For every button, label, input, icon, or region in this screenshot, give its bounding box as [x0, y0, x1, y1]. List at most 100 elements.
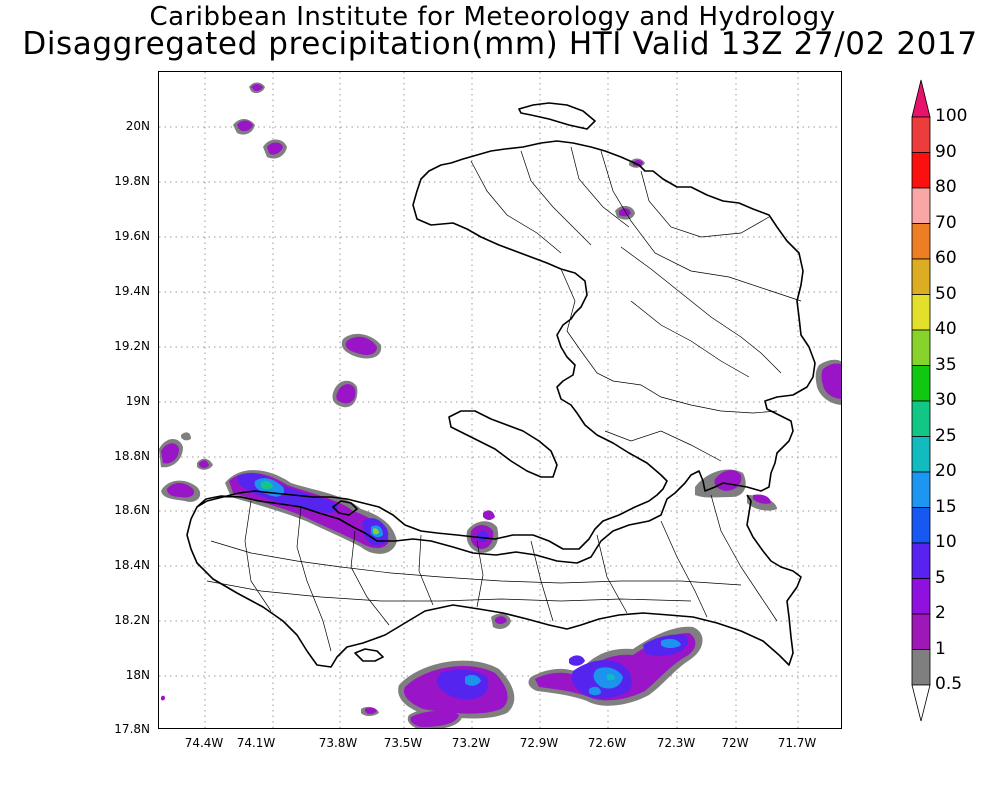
- legend-swatch-0.5: [911, 649, 931, 686]
- legend-label: 70: [935, 213, 957, 233]
- legend-label: 50: [935, 284, 957, 304]
- legend-swatch-30: [911, 365, 931, 402]
- lat-label: 19.4N: [114, 284, 150, 298]
- legend-label: 35: [935, 355, 957, 375]
- coastline: [186, 102, 816, 668]
- precip-area-2: [495, 616, 507, 624]
- lon-label: 72W: [721, 736, 749, 750]
- lat-label: 18.6N: [114, 503, 150, 517]
- lat-label: 18N: [125, 668, 150, 682]
- cayemites-islets: [332, 500, 358, 516]
- admin-boundary: [350, 530, 390, 626]
- legend-swatch-60: [911, 223, 931, 260]
- legend-swatch-80: [911, 152, 931, 189]
- precip-area-15: [661, 638, 681, 648]
- tortuga-island: [518, 102, 596, 130]
- admin-boundary: [570, 146, 630, 228]
- precip-area-5: [477, 530, 489, 542]
- vache-island: [354, 648, 384, 662]
- precip-area-2: [821, 363, 841, 399]
- lon-label: 73.8W: [318, 736, 358, 750]
- legend-swatch-10: [911, 507, 931, 544]
- legend-label: 25: [935, 426, 957, 446]
- legend-swatch-15: [911, 471, 931, 508]
- lon-label: 72.6W: [587, 736, 627, 750]
- legend-swatch-5: [911, 542, 931, 579]
- gonave-island: [448, 410, 558, 478]
- lat-label: 20N: [125, 119, 150, 133]
- admin-boundary: [620, 246, 782, 374]
- legend-swatch-1: [911, 613, 931, 650]
- lon-label: 71.7W: [777, 736, 817, 750]
- lat-label: 19.2N: [114, 339, 150, 353]
- admin-boundary: [604, 430, 722, 462]
- legend-swatch-40: [911, 294, 931, 331]
- lon-label: 72.3W: [656, 736, 696, 750]
- legend-swatch-50: [911, 258, 931, 295]
- precip-area-2: [633, 160, 643, 167]
- haiti-west-tip: [190, 506, 198, 520]
- precip-area-2: [251, 84, 263, 92]
- precip-area-15: [465, 674, 481, 686]
- admin-boundary: [470, 160, 562, 254]
- legend-label: 2: [935, 603, 946, 623]
- admin-boundary: [476, 540, 484, 608]
- legend-label: 0.5: [935, 674, 963, 694]
- legend-label: 10: [935, 532, 957, 552]
- lon-label: 72.9W: [519, 736, 559, 750]
- admin-boundary: [560, 268, 778, 414]
- haiti-mainland-outline: [196, 140, 816, 564]
- lat-label: 19.8N: [114, 174, 150, 188]
- lon-label: 73.5W: [383, 736, 423, 750]
- admin-boundary: [640, 170, 770, 238]
- legend-label: 15: [935, 497, 957, 517]
- admin-boundary: [600, 150, 802, 302]
- legend-label: 100: [935, 106, 968, 126]
- precip-area-2: [161, 695, 165, 701]
- precip-area-2: [410, 710, 459, 727]
- admin-boundary: [530, 540, 554, 622]
- precip-area-25: [261, 480, 273, 490]
- precip-area-2: [267, 142, 283, 155]
- admin-boundary: [710, 494, 778, 622]
- precip-area-2: [714, 470, 742, 491]
- legend-swatch-below: [911, 684, 931, 722]
- precip-area-2: [365, 707, 377, 714]
- precip-area-2: [167, 483, 195, 498]
- lon-label: 74.1W: [236, 736, 276, 750]
- admin-boundary: [418, 534, 434, 606]
- precip-area-15: [589, 686, 601, 696]
- precip-area-2: [237, 120, 253, 132]
- legend-swatch-90: [911, 116, 931, 153]
- admin-boundary: [520, 150, 592, 246]
- map-canvas: [159, 72, 841, 728]
- legend-swatch-70: [911, 187, 931, 224]
- precip-shading: [159, 82, 841, 728]
- haiti-south-coast: [186, 494, 802, 668]
- lon-label: 73.2W: [451, 736, 491, 750]
- precip-area-35: [373, 528, 379, 535]
- lat-label: 18.8N: [114, 449, 150, 463]
- admin-boundary: [660, 520, 708, 618]
- admin-boundary: [630, 300, 750, 378]
- legend-label: 80: [935, 177, 957, 197]
- lon-label: 74.4W: [184, 736, 224, 750]
- legend-swatch-100: [911, 79, 931, 118]
- legend-swatch-35: [911, 329, 931, 366]
- legend-swatch-2: [911, 578, 931, 615]
- precip-area-5: [569, 655, 585, 666]
- title-institute: Caribbean Institute for Meteorology and …: [149, 2, 836, 32]
- map-panel[interactable]: [158, 71, 842, 729]
- legend-colorbar: [911, 79, 931, 722]
- title-product: Disaggregated precipitation(mm) HTI Vali…: [22, 26, 978, 62]
- legend-label: 40: [935, 319, 957, 339]
- legend-label: 20: [935, 461, 957, 481]
- precip-area-2: [336, 384, 356, 404]
- legend-label: 5: [935, 568, 946, 588]
- lat-label: 18.2N: [114, 613, 150, 627]
- lat-label: 18.4N: [114, 558, 150, 572]
- admin-boundary: [596, 534, 628, 614]
- admin-boundary: [296, 506, 332, 652]
- lat-label: 17.8N: [114, 722, 150, 736]
- precip-area-2: [483, 510, 495, 520]
